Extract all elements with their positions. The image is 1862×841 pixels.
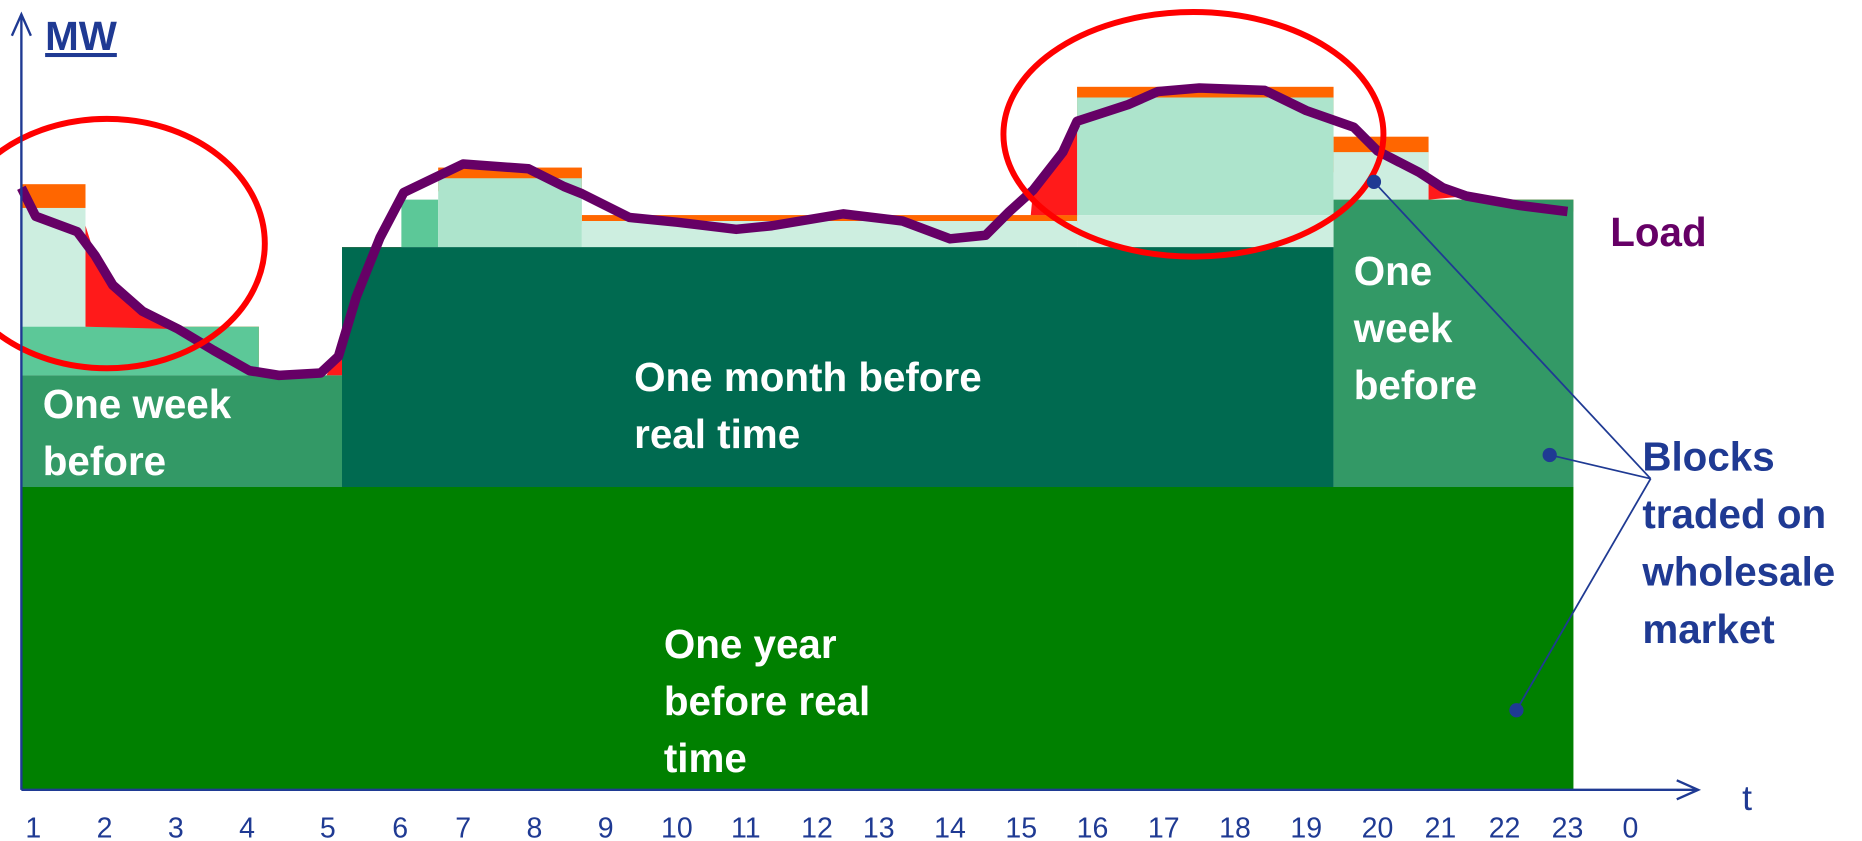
blocks-note: traded on: [1642, 491, 1826, 537]
block-label: time: [664, 735, 747, 781]
block-label: real time: [634, 411, 800, 457]
x-tick-label: 21: [1425, 812, 1457, 841]
x-tick-label: 8: [526, 812, 542, 841]
highlight: [0, 115, 268, 372]
x-tick-label: 15: [1005, 812, 1037, 841]
x-tick-label: 5: [320, 812, 336, 841]
x-tick-label: 20: [1362, 812, 1394, 841]
x-tick-label: 12: [801, 812, 833, 841]
blocks-note: market: [1642, 606, 1774, 652]
x-tick-label: 16: [1077, 812, 1109, 841]
block-label: before real: [664, 678, 870, 724]
block-label: One year: [664, 621, 837, 667]
block-label: One: [1354, 248, 1433, 294]
x-tick-label: 23: [1552, 812, 1584, 841]
block-label: before: [1354, 362, 1477, 408]
x-tick-label: 10: [661, 812, 693, 841]
x-axis-label: t: [1742, 778, 1752, 818]
month-block: [342, 247, 1334, 487]
year-block: [21, 487, 1574, 790]
x-tick-label: 13: [863, 812, 895, 841]
x-tick-label: 4: [239, 812, 255, 841]
load-label: Load: [1610, 209, 1706, 255]
x-tick-label: 3: [168, 812, 184, 841]
x-tick-label: 17: [1148, 812, 1180, 841]
block-label: before: [43, 438, 166, 484]
block-label: One week: [43, 381, 232, 427]
pointer-dots: [1366, 174, 1557, 718]
block-label: One month before: [634, 354, 982, 400]
x-tick-label: 2: [97, 812, 113, 841]
x-tick-label: 0: [1623, 812, 1639, 841]
x-tick-label: 18: [1219, 812, 1251, 841]
week-block: [1333, 199, 1574, 487]
x-tick-label: 7: [455, 812, 471, 841]
blocks-note: Blocks: [1642, 433, 1774, 479]
block-label: week: [1353, 305, 1453, 351]
pointers: [1373, 181, 1652, 711]
x-tick-label: 9: [598, 812, 614, 841]
y-axis-label: MW: [45, 13, 118, 59]
week-block: [21, 375, 342, 487]
x-tick-label: 11: [731, 812, 761, 841]
x-tick-label: 6: [392, 812, 408, 841]
load-curve: [17, 83, 1569, 381]
x-tick-label: 22: [1489, 812, 1521, 841]
x-tick-label: 19: [1290, 812, 1322, 841]
blocks-note: wholesale: [1641, 549, 1835, 595]
axes: [10, 11, 1702, 801]
highlight: [1000, 9, 1387, 260]
x-tick-label: 14: [934, 812, 966, 841]
x-tick-label: 1: [25, 812, 41, 841]
